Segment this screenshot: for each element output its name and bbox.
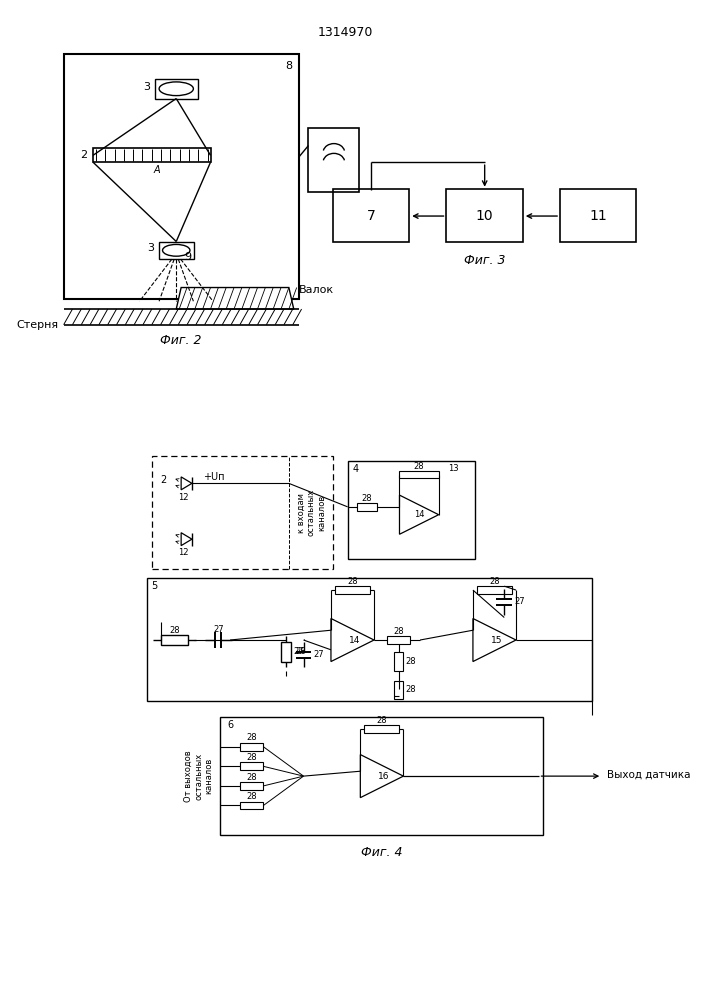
Text: 3: 3 [144,82,151,92]
Text: 7: 7 [367,209,375,223]
Text: 28: 28 [246,733,257,742]
Text: Фиг. 4: Фиг. 4 [361,846,402,859]
Bar [358,503,377,511]
Text: 12: 12 [178,548,188,557]
Text: 3: 3 [147,243,154,253]
Text: 27: 27 [514,597,525,606]
Text: 2: 2 [80,150,87,160]
Text: Фиг. 2: Фиг. 2 [160,334,202,347]
Bar [281,642,291,662]
Text: 27: 27 [313,650,324,659]
Bar [335,586,370,594]
Text: 5: 5 [151,581,158,591]
Text: 27: 27 [213,625,223,634]
Bar [394,652,404,671]
Text: Выход датчика: Выход датчика [607,769,691,779]
Bar [93,148,211,162]
Text: Фиг. 3: Фиг. 3 [464,254,506,267]
Text: 11: 11 [590,209,607,223]
Text: 8: 8 [286,61,293,71]
Text: 28: 28 [414,462,424,471]
Text: 28: 28 [169,626,180,635]
Bar [560,189,636,242]
Bar [364,725,399,733]
Bar [158,242,194,259]
Bar [240,802,264,809]
Bar [240,762,264,770]
Ellipse shape [163,244,190,256]
Bar [155,79,198,99]
Text: 14: 14 [414,510,424,519]
Bar [394,681,404,699]
Text: 2: 2 [160,475,167,485]
Text: Валок: Валок [298,285,334,295]
Text: 10: 10 [476,209,493,223]
Text: От выходов
остальных
каналов: От выходов остальных каналов [184,750,214,802]
Polygon shape [399,495,438,534]
Bar [308,128,359,192]
Bar [152,456,333,569]
Text: 28: 28 [347,577,358,586]
Text: +Uп: +Uп [203,472,224,482]
Text: 28: 28 [246,773,257,782]
Text: 1314970: 1314970 [318,26,373,39]
Text: 28: 28 [489,577,500,586]
Text: 6: 6 [227,720,233,730]
Text: 28: 28 [405,685,416,694]
Polygon shape [361,755,404,798]
Bar [160,635,188,645]
Bar [387,636,410,644]
Text: 15: 15 [491,636,502,645]
Text: 27: 27 [293,647,305,656]
Text: 9: 9 [185,252,192,262]
Polygon shape [331,618,374,662]
Text: 14: 14 [349,636,360,645]
Bar [348,461,475,559]
Text: 12: 12 [178,493,188,502]
Bar [399,471,438,478]
Polygon shape [176,288,293,309]
Polygon shape [473,618,516,662]
Text: 28: 28 [405,657,416,666]
Polygon shape [181,477,192,490]
Bar [64,54,298,299]
Bar [221,717,544,835]
Bar [477,586,512,594]
Text: 13: 13 [448,464,459,473]
Text: 4: 4 [352,464,358,474]
Ellipse shape [159,82,194,96]
Text: 28: 28 [246,792,257,801]
Text: Стерня: Стерня [17,320,59,330]
Text: A: A [153,165,160,175]
Bar [333,189,409,242]
Text: 28: 28 [296,647,306,656]
Text: 28: 28 [393,627,404,636]
Polygon shape [181,533,192,546]
Text: 16: 16 [378,772,390,781]
Bar [147,578,592,701]
Text: к входам
остальных
каналов: к входам остальных каналов [296,489,326,536]
Text: 28: 28 [362,494,373,503]
Bar [240,743,264,751]
Text: 28: 28 [377,716,387,725]
Bar [447,189,523,242]
Bar [240,782,264,790]
Text: 28: 28 [246,753,257,762]
